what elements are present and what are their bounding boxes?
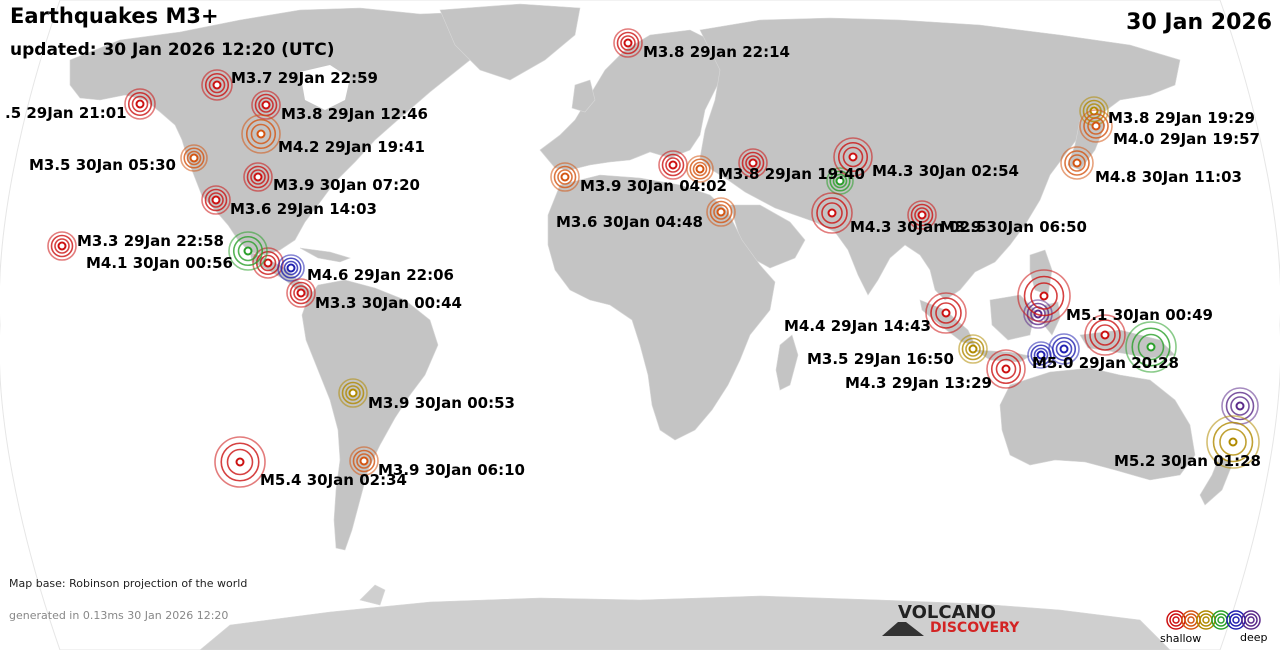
quake-label[interactable]: M4.8 30Jan 11:03 — [1095, 168, 1242, 186]
quake-label[interactable]: M4.6 29Jan 22:06 — [307, 266, 454, 284]
quake-marker[interactable] — [180, 144, 208, 172]
quake-label[interactable]: M3.9 30Jan 06:10 — [378, 461, 525, 479]
quake-label[interactable]: .5 29Jan 21:01 — [5, 104, 127, 122]
quake-marker[interactable] — [1048, 333, 1080, 365]
quake-marker[interactable] — [338, 378, 368, 408]
logo-text-volcano: VOLCANO — [898, 602, 996, 623]
quake-label[interactable]: M3.8 29Jan 19:29 — [1108, 109, 1255, 127]
quake-marker[interactable] — [1084, 314, 1126, 356]
quake-label[interactable]: M3.8 29Jan 22:14 — [643, 43, 790, 61]
quake-label[interactable]: M3.3 30Jan 00:44 — [315, 294, 462, 312]
quake-label[interactable]: M4.1 30Jan 00:56 — [86, 254, 233, 272]
quake-marker[interactable] — [925, 292, 967, 334]
quake-label[interactable]: M5.4 30Jan 02:34 — [260, 471, 407, 489]
generated-note: generated in 0.13ms 30 Jan 2026 12:20 — [9, 609, 229, 622]
depth-legend: shallow deep — [1160, 606, 1270, 646]
africa — [547, 174, 776, 441]
caribbean — [299, 247, 351, 263]
volcano-discovery-logo[interactable]: VOLCANO DISCOVERY — [880, 600, 1040, 640]
quake-marker[interactable] — [214, 436, 266, 488]
quake-label[interactable]: M3.7 29Jan 22:59 — [231, 69, 378, 87]
quake-label[interactable]: M5.2 30Jan 01:28 — [1114, 452, 1261, 470]
legend-shallow-label: shallow — [1160, 632, 1202, 645]
quake-marker[interactable] — [1017, 269, 1071, 323]
quake-marker[interactable] — [686, 155, 714, 183]
depth-legend-rings — [1166, 610, 1261, 630]
quake-marker[interactable] — [986, 349, 1026, 389]
quake-marker[interactable] — [1060, 146, 1094, 180]
hudson-bay — [300, 65, 350, 110]
quake-marker[interactable] — [958, 334, 988, 364]
asia — [699, 17, 1181, 301]
quake-marker[interactable] — [124, 88, 156, 120]
quake-label[interactable]: M3.9 30Jan 07:20 — [273, 176, 420, 194]
quake-label[interactable]: M3.3 29Jan 22:58 — [77, 232, 224, 250]
quake-label[interactable]: M3.6 29Jan 14:03 — [230, 200, 377, 218]
quake-label[interactable]: M4.3 29Jan 13:29 — [845, 374, 992, 392]
legend-depth-ring — [1166, 610, 1186, 630]
quake-marker[interactable] — [613, 28, 643, 58]
volcano-icon — [882, 622, 924, 636]
quake-marker[interactable] — [1079, 109, 1113, 143]
quake-label[interactable]: M4.4 29Jan 14:43 — [784, 317, 931, 335]
quake-label[interactable]: M3.5 29Jan 16:50 — [807, 350, 954, 368]
quake-marker[interactable] — [811, 192, 853, 234]
quake-label[interactable]: M5.0 29Jan 20:28 — [1032, 354, 1179, 372]
quake-marker[interactable] — [706, 197, 736, 227]
quake-marker[interactable] — [907, 200, 937, 230]
madagascar — [775, 334, 799, 391]
antarctica — [199, 595, 1171, 650]
legend-deep-label: deep — [1240, 631, 1268, 644]
quake-label[interactable]: M3.8 29Jan 19:40 — [718, 165, 865, 183]
current-date: 30 Jan 2026 — [1126, 10, 1272, 35]
map-base-note: Map base: Robinson projection of the wor… — [9, 577, 248, 590]
quake-label[interactable]: M3.9 30Jan 06:50 — [940, 218, 1087, 236]
quake-marker[interactable] — [1125, 321, 1177, 373]
quake-marker[interactable] — [243, 162, 273, 192]
quake-label[interactable]: M3.6 30Jan 04:48 — [556, 213, 703, 231]
greenland — [439, 3, 581, 81]
borneo — [989, 294, 1036, 341]
quake-marker[interactable] — [241, 114, 281, 154]
quake-label[interactable]: M3.9 30Jan 00:53 — [368, 394, 515, 412]
europe — [539, 29, 721, 171]
quake-marker[interactable] — [201, 185, 231, 215]
quake-marker[interactable] — [251, 90, 281, 120]
quake-marker[interactable] — [833, 137, 873, 177]
quake-markers — [47, 28, 1260, 488]
quake-marker[interactable] — [1206, 415, 1260, 469]
quake-marker[interactable] — [201, 69, 233, 101]
antarctic-peninsula — [359, 584, 386, 606]
quake-marker[interactable] — [1221, 387, 1259, 425]
quake-label[interactable]: M4.2 29Jan 19:41 — [278, 138, 425, 156]
british-isles — [571, 79, 596, 113]
new-zealand — [1199, 454, 1233, 506]
quake-label[interactable]: M3.9 30Jan 04:02 — [580, 177, 727, 195]
quake-labels: .5 29Jan 21:01 M3.7 29Jan 22:59 M3.8 29Jan… — [5, 43, 1261, 489]
quake-marker[interactable] — [1079, 96, 1109, 126]
quake-marker[interactable] — [277, 254, 305, 282]
quake-marker[interactable] — [738, 148, 768, 178]
quake-label[interactable]: M3.8 29Jan 12:46 — [281, 105, 428, 123]
quake-label[interactable]: M4.3 30Jan 02:54 — [872, 162, 1019, 180]
quake-label[interactable]: M4.3 30Jan 02:53 — [850, 218, 997, 236]
legend-depth-ring — [1241, 610, 1261, 630]
australia — [999, 367, 1196, 481]
page-title: Earthquakes M3+ — [10, 4, 219, 28]
quake-marker[interactable] — [228, 231, 268, 271]
logo-text-discovery: DISCOVERY — [930, 620, 1020, 636]
quake-marker[interactable] — [658, 150, 688, 180]
south-america — [301, 279, 439, 551]
quake-marker[interactable] — [286, 278, 316, 308]
land-masses — [69, 3, 1233, 650]
quake-label[interactable]: M4.0 29Jan 19:57 — [1113, 130, 1260, 148]
updated-timestamp: updated: 30 Jan 2026 12:20 (UTC) — [10, 40, 335, 60]
quake-marker[interactable] — [349, 446, 379, 476]
quake-marker[interactable] — [550, 162, 580, 192]
quake-label[interactable]: M5.1 30Jan 00:49 — [1066, 306, 1213, 324]
north-america — [69, 7, 501, 256]
quake-marker[interactable] — [47, 231, 77, 261]
quake-label[interactable]: M3.5 30Jan 05:30 — [29, 156, 176, 174]
